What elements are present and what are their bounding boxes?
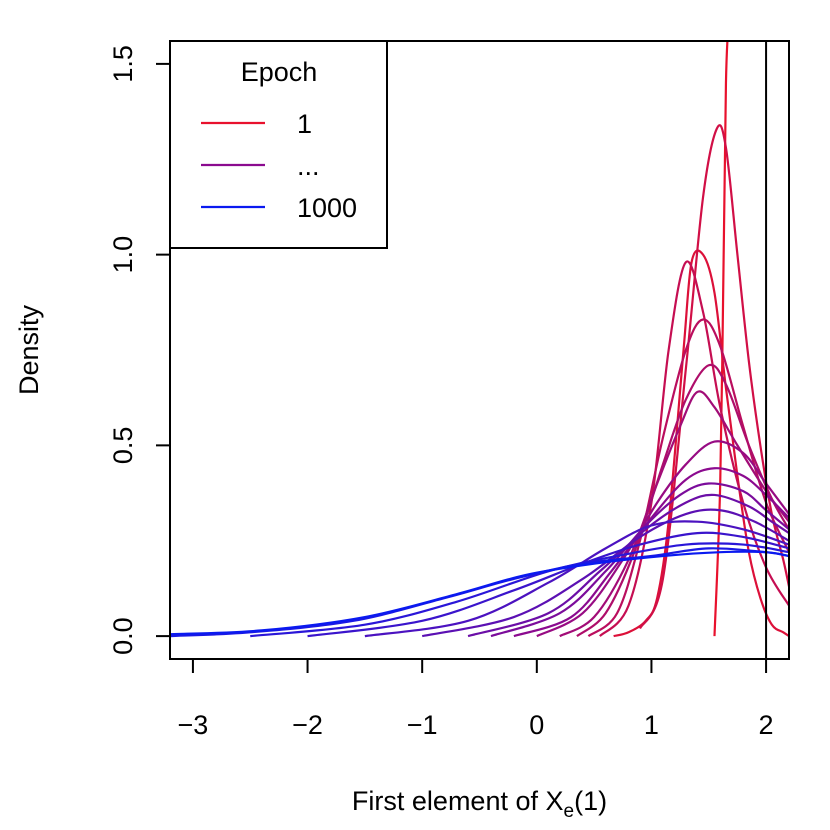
- legend-title: Epoch: [241, 57, 318, 87]
- density-curve-13: [364, 520, 789, 638]
- density-curve-11: [467, 493, 789, 638]
- x-tick-label: −3: [178, 710, 209, 740]
- y-tick-label: 1.0: [108, 236, 138, 274]
- legend-box: [169, 40, 388, 249]
- y-axis-title: Density: [14, 304, 44, 395]
- density-curve-7: [559, 390, 789, 638]
- legend-entries: 1... 1000: [201, 109, 357, 223]
- density-curve-10: [490, 482, 789, 638]
- x-tick-label: 0: [529, 710, 544, 740]
- legend-label: 1: [297, 109, 312, 139]
- x-axis-title-main: First element of X: [352, 786, 564, 816]
- y-axis: 0.0 0.5 1.0 1.5: [108, 45, 171, 655]
- x-axis-title: First element of Xe(1): [352, 786, 607, 822]
- x-axis-title-suffix: (1): [574, 786, 607, 816]
- x-axis: −3 −2 −1 0 1 2: [178, 658, 774, 740]
- x-tick-label: −1: [407, 710, 438, 740]
- density-curve-8: [536, 440, 789, 638]
- y-tick-label: 1.5: [108, 45, 138, 83]
- x-tick-label: −2: [292, 710, 323, 740]
- legend: Epoch 1... 1000: [169, 40, 388, 249]
- y-tick-label: 0.5: [108, 427, 138, 465]
- series-layer: [170, 41, 789, 638]
- density-curve-12: [421, 508, 789, 638]
- density-curve-17: [170, 550, 789, 636]
- density-curve-6: [576, 363, 789, 638]
- legend-label: ...: [297, 151, 320, 181]
- x-tick-label: 2: [759, 710, 774, 740]
- density-curve-9: [513, 467, 789, 638]
- x-tick-label: 1: [644, 710, 659, 740]
- density-curve-5: [587, 318, 789, 638]
- x-axis-title-subscript: e: [564, 801, 575, 822]
- legend-label: 1000: [297, 193, 357, 223]
- density-curve-3: [638, 124, 789, 630]
- y-tick-label: 0.0: [108, 617, 138, 655]
- density-curve-16: [170, 547, 789, 638]
